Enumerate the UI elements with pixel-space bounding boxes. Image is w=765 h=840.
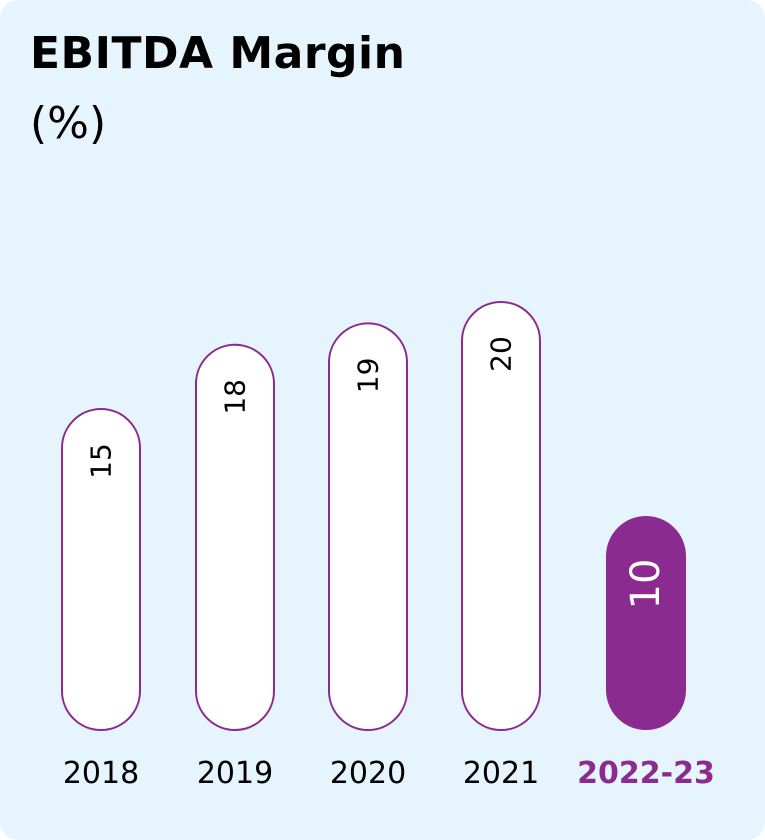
bar-value-label: 15 [85, 443, 118, 479]
chart-subtitle: (%) [30, 98, 107, 149]
bar-2018 [61, 408, 141, 731]
bar-value-label: 19 [352, 358, 385, 394]
bar-value-label: 20 [485, 336, 518, 372]
bar-2021 [461, 301, 541, 731]
category-label: 2018 [63, 756, 139, 791]
category-label: 2020 [330, 756, 406, 791]
category-label: 2021 [463, 756, 539, 791]
bar-value-label: 10 [623, 559, 669, 610]
bar-2020 [328, 322, 408, 731]
chart-title: EBITDA Margin [30, 28, 406, 79]
bar-2022-23 [606, 516, 686, 730]
bar-2019 [195, 343, 275, 731]
bar-value-label: 18 [219, 379, 252, 415]
category-label: 2022-23 [577, 756, 715, 791]
category-label: 2019 [197, 756, 273, 791]
